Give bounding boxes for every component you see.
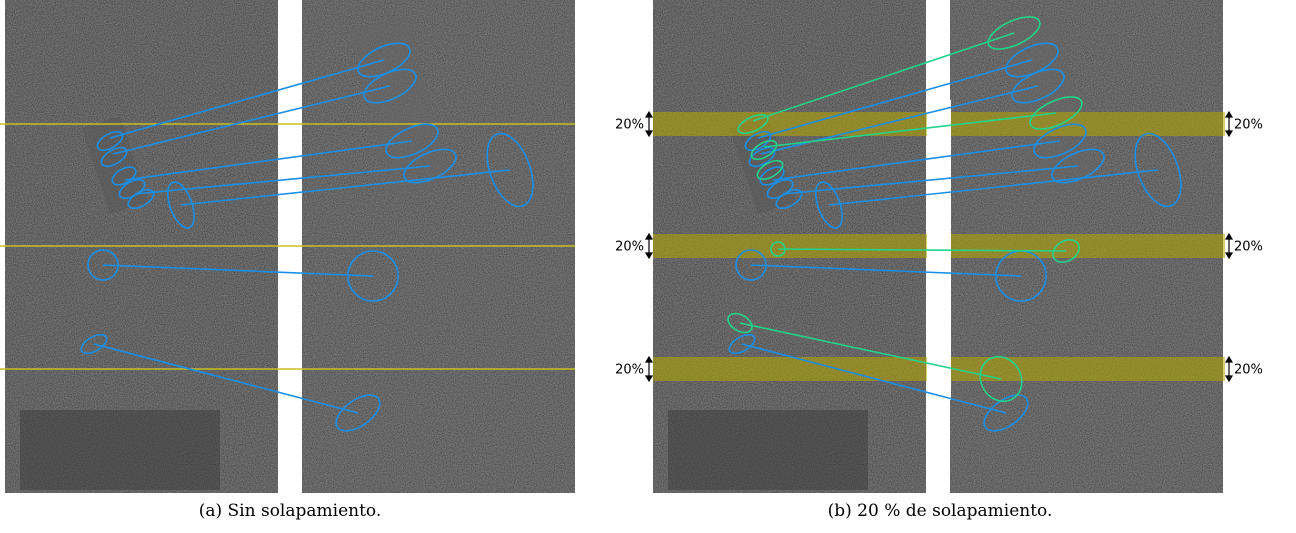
panel-a: (a) Sin solapamiento. — [0, 0, 575, 521]
overlap-label: 20% — [1234, 118, 1263, 133]
overlap-label: 20% — [615, 118, 644, 133]
overlap-label: 20% — [1234, 240, 1263, 255]
caption: (b) 20 % de solapamiento. — [828, 501, 1053, 521]
caption: (a) Sin solapamiento. — [199, 501, 382, 521]
panel-b: 20% 20% 20% 20% 20% 20% (b) 20 % de sola… — [615, 0, 1263, 521]
overlap-label: 20% — [615, 363, 644, 378]
overlap-label: 20% — [1234, 363, 1263, 378]
overlap-label: 20% — [615, 240, 644, 255]
